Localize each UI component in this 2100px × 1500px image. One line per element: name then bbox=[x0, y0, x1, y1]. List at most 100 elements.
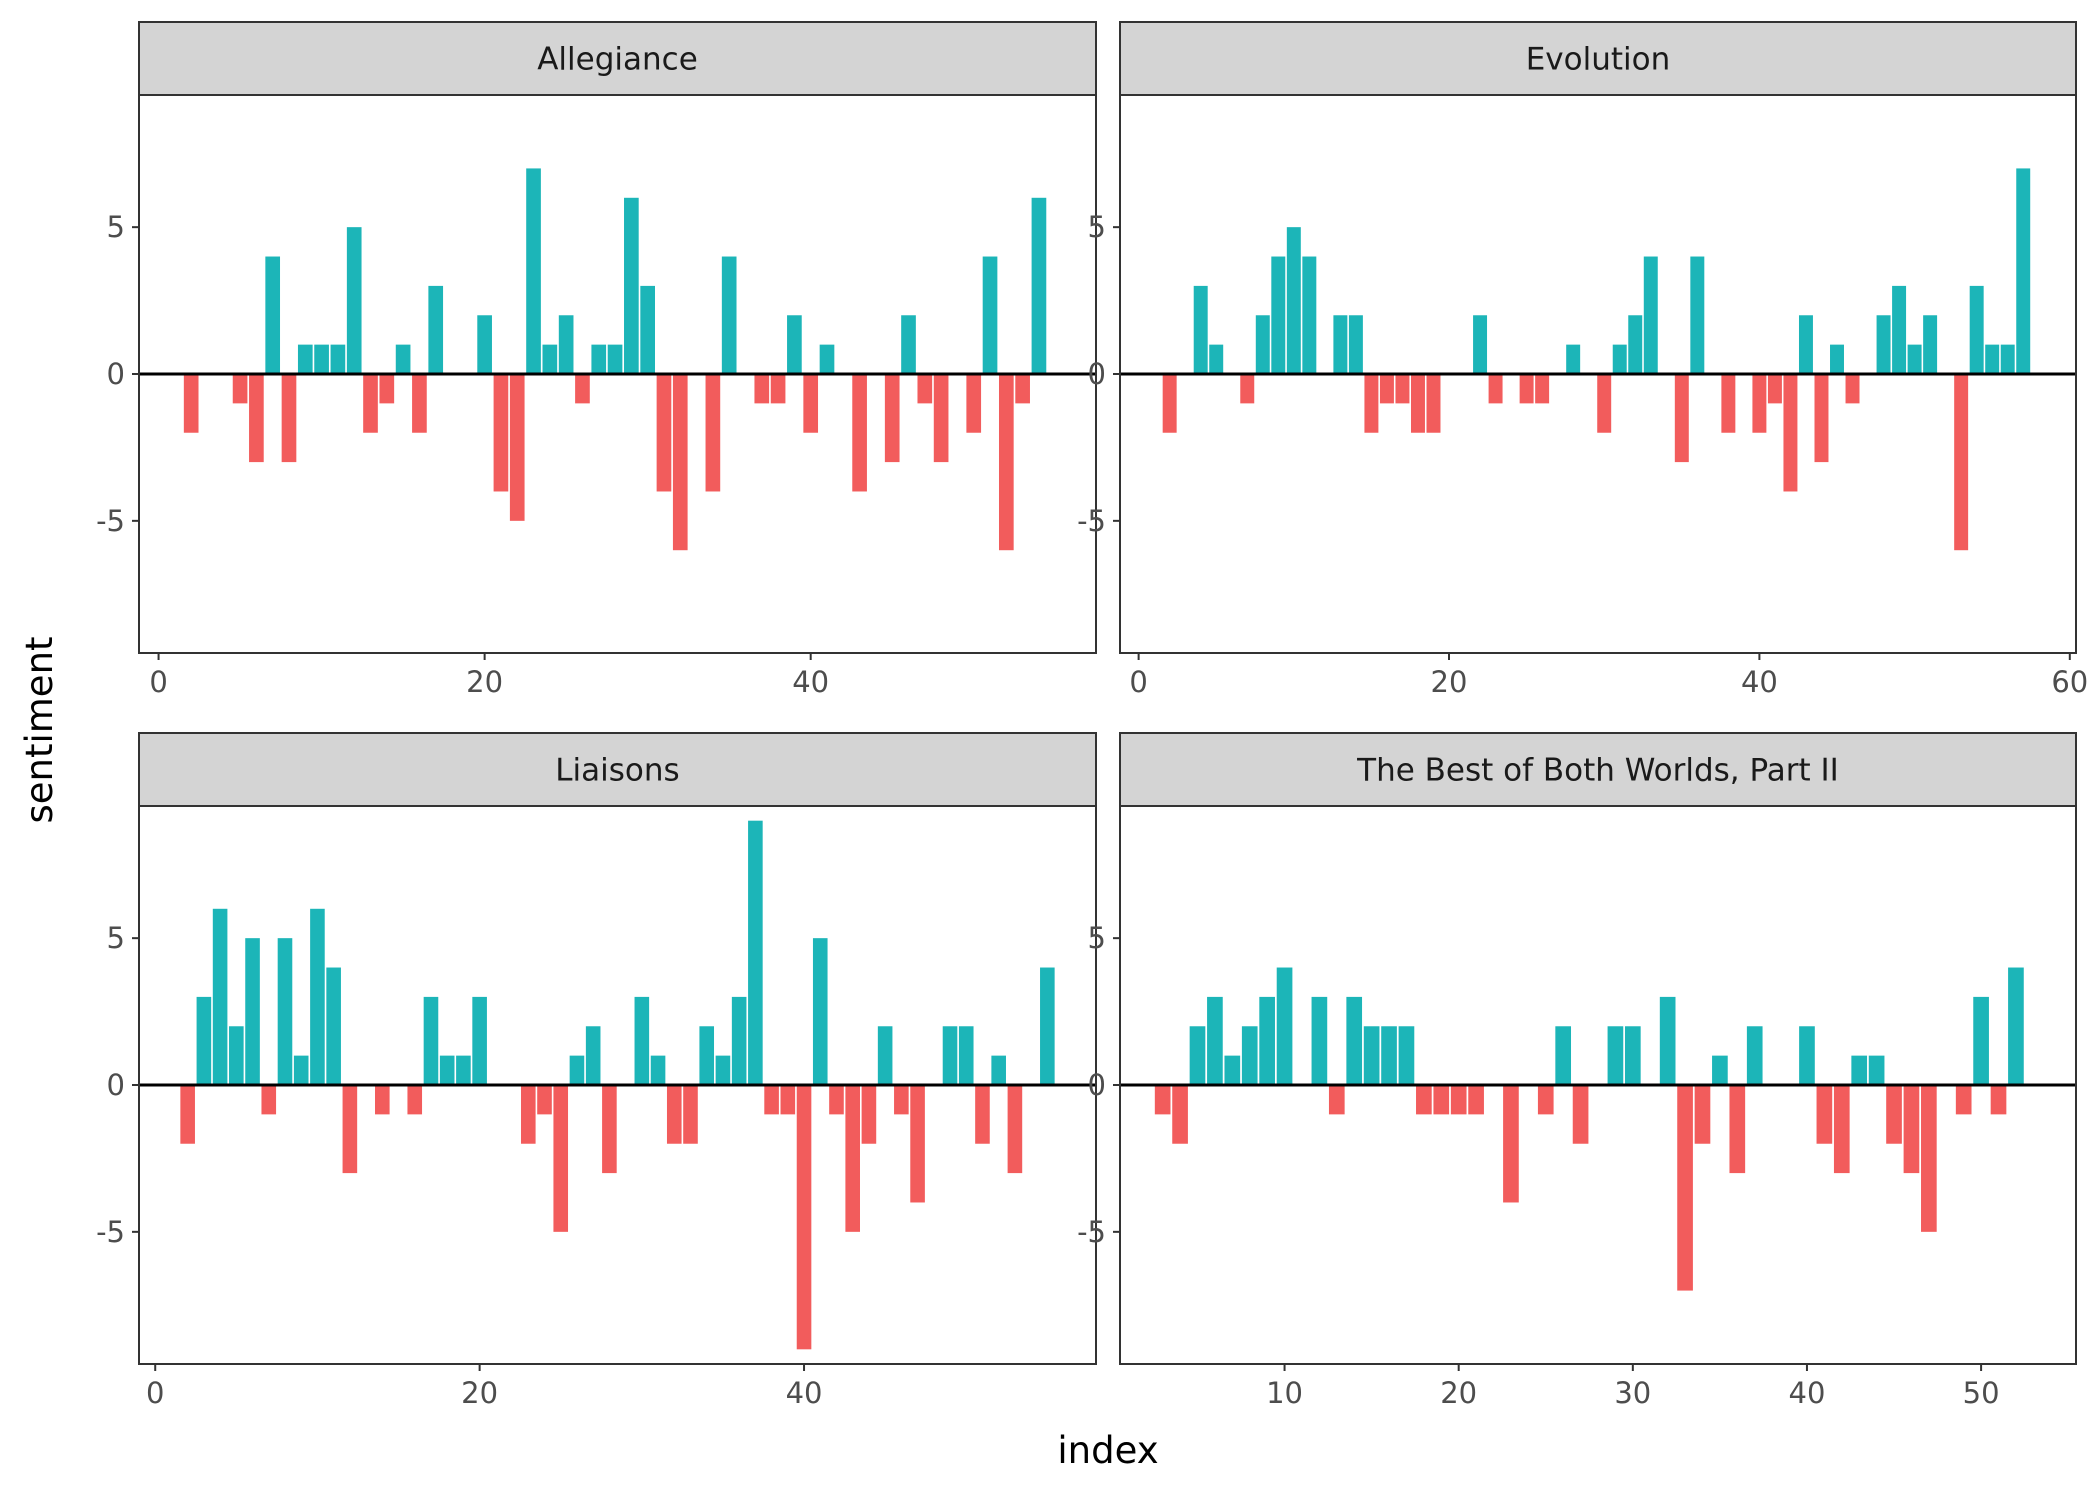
bar-positive bbox=[212, 908, 228, 1085]
bar-negative bbox=[917, 374, 933, 404]
bar-positive bbox=[1746, 1026, 1763, 1085]
bar-positive bbox=[1876, 315, 1891, 374]
bar-negative bbox=[1814, 374, 1829, 463]
x-tick-label: 30 bbox=[1614, 1376, 1651, 1410]
bar-negative bbox=[1954, 374, 1969, 551]
y-axis-title: sentiment bbox=[18, 636, 61, 823]
bar-negative bbox=[1674, 374, 1689, 463]
bar-negative bbox=[1783, 374, 1798, 492]
panel-1: Allegiance -5 0 5 0 20 40 bbox=[96, 21, 1097, 699]
bar-positive bbox=[1659, 996, 1676, 1085]
bar-negative bbox=[933, 374, 949, 463]
bar-positive bbox=[1923, 315, 1938, 374]
bar-positive bbox=[326, 967, 341, 1085]
bar-positive bbox=[1973, 996, 1989, 1085]
bar-positive bbox=[721, 256, 737, 374]
y-tick-label: -5 bbox=[96, 504, 125, 538]
bar-positive bbox=[423, 996, 439, 1085]
bar-negative bbox=[575, 374, 590, 404]
bar-negative bbox=[1833, 1085, 1850, 1174]
x-tick-label: 20 bbox=[461, 1376, 498, 1410]
bar-negative bbox=[1488, 374, 1503, 404]
bar-positive bbox=[1851, 1055, 1868, 1085]
bar-negative bbox=[966, 374, 982, 433]
bar-negative bbox=[1535, 374, 1550, 404]
bar-positive bbox=[958, 1026, 974, 1085]
bar-positive bbox=[877, 1026, 893, 1085]
y-tick-label: 5 bbox=[107, 210, 125, 244]
bar-negative bbox=[537, 1085, 552, 1115]
bar-negative bbox=[493, 374, 509, 492]
bar-positive bbox=[1224, 1055, 1241, 1085]
bar-negative bbox=[1364, 374, 1379, 433]
bar-negative bbox=[249, 374, 264, 463]
y-tick-label: 0 bbox=[1088, 357, 1106, 391]
bar-negative bbox=[1450, 1085, 1467, 1115]
bar-positive bbox=[1907, 344, 1922, 374]
bar-positive bbox=[1643, 256, 1658, 374]
bar-positive bbox=[293, 1055, 309, 1085]
bar-negative bbox=[803, 374, 819, 433]
bar-negative bbox=[672, 374, 688, 551]
bar-positive bbox=[1607, 1026, 1624, 1085]
bar-positive bbox=[439, 1055, 455, 1085]
bar-positive bbox=[1302, 256, 1317, 374]
bar-negative bbox=[861, 1085, 877, 1144]
bar-negative bbox=[705, 374, 721, 492]
bar-positive bbox=[1255, 315, 1270, 374]
bar-positive bbox=[395, 344, 411, 374]
bar-positive bbox=[650, 1055, 666, 1085]
bar-negative bbox=[683, 1085, 698, 1144]
panel-4: The Best of Both Worlds, Part II -5 0 5 10 20… bbox=[1077, 732, 2077, 1410]
bar-negative bbox=[342, 1085, 358, 1174]
bar-negative bbox=[998, 374, 1014, 551]
bar-positive bbox=[2000, 344, 2015, 374]
bar-positive bbox=[1868, 1055, 1885, 1085]
bar-negative bbox=[375, 1085, 390, 1115]
bar-negative bbox=[1154, 1085, 1171, 1115]
bar-negative bbox=[1903, 1085, 1920, 1174]
bar-positive bbox=[196, 996, 212, 1085]
bar-positive bbox=[1271, 256, 1286, 374]
bar-negative bbox=[666, 1085, 682, 1144]
bar-negative bbox=[1015, 374, 1030, 404]
bar-positive bbox=[477, 315, 492, 374]
panel-3: Liaisons -5 0 5 0 20 40 bbox=[96, 732, 1097, 1410]
bar-negative bbox=[261, 1085, 277, 1115]
bar-negative bbox=[412, 374, 427, 433]
bar-positive bbox=[982, 256, 998, 374]
x-axis-title: index bbox=[1057, 1429, 1158, 1472]
bar-negative bbox=[1395, 374, 1410, 404]
bar-positive bbox=[526, 168, 541, 374]
bar-negative bbox=[1162, 374, 1177, 433]
bar-positive bbox=[1969, 285, 1984, 374]
x-tick-label: 60 bbox=[2051, 665, 2088, 699]
bar-positive bbox=[1799, 1026, 1815, 1085]
x-tick-label: 20 bbox=[466, 665, 503, 699]
bar-negative bbox=[1677, 1085, 1693, 1291]
bar-negative bbox=[764, 1085, 779, 1115]
bar-negative bbox=[1729, 1085, 1746, 1174]
bar-negative bbox=[1597, 374, 1612, 433]
bar-positive bbox=[472, 996, 487, 1085]
bar-positive bbox=[1690, 256, 1705, 374]
bar-negative bbox=[1886, 1085, 1902, 1144]
bar-positive bbox=[569, 1055, 585, 1085]
bar-positive bbox=[1259, 996, 1275, 1085]
bar-positive bbox=[1798, 315, 1813, 374]
bar-positive bbox=[1286, 227, 1301, 374]
bar-positive bbox=[1363, 1026, 1380, 1085]
bar-positive bbox=[1209, 344, 1224, 374]
bar-negative bbox=[1816, 1085, 1833, 1144]
bar-negative bbox=[602, 1085, 617, 1174]
bar-positive bbox=[2008, 967, 2024, 1085]
bar-positive bbox=[1311, 996, 1328, 1085]
bar-positive bbox=[542, 344, 558, 374]
bar-negative bbox=[910, 1085, 925, 1203]
bar-negative bbox=[1845, 374, 1860, 404]
bar-positive bbox=[942, 1026, 958, 1085]
bar-positive bbox=[310, 908, 325, 1085]
x-tick-label: 40 bbox=[1741, 665, 1778, 699]
bar-negative bbox=[183, 374, 199, 433]
